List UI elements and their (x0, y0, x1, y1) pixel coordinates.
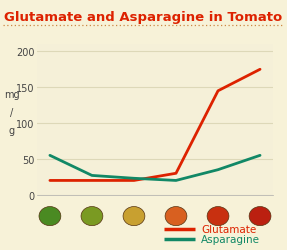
Text: Glutamate and Asparagine in Tomato: Glutamate and Asparagine in Tomato (4, 11, 283, 24)
Text: Glutamate: Glutamate (201, 224, 256, 234)
Text: Asparagine: Asparagine (201, 234, 260, 244)
Text: mg: mg (4, 90, 19, 100)
Text: g: g (8, 125, 15, 135)
Text: /: / (10, 108, 13, 118)
